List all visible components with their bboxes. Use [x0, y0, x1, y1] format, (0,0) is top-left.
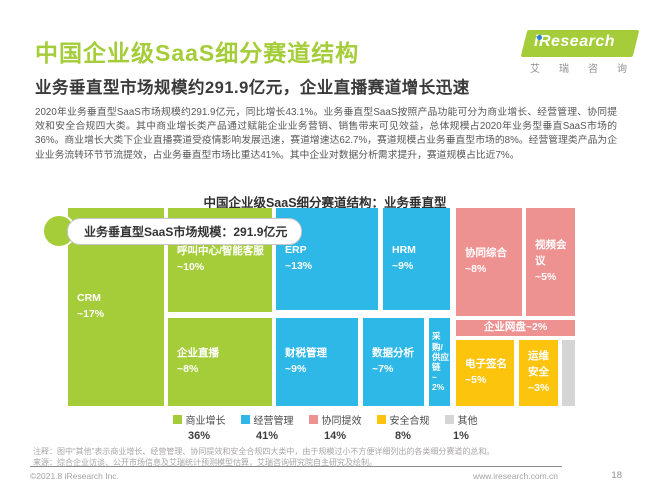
treemap-block-tax: 财税管理 ~9%	[276, 318, 358, 406]
footer-divider	[30, 466, 562, 467]
treemap-block-live: 企业直播 ~8%	[168, 318, 272, 406]
legend-label: 其他	[457, 416, 478, 427]
legend-label: 安全合规	[389, 416, 430, 427]
treemap-block-esign: 电子签名 ~5%	[456, 340, 514, 406]
treemap-block-netdisk: 企业网盘~2%	[456, 320, 575, 336]
iresearch-logo-text: iResearch	[534, 33, 615, 50]
legend-label: 商业增长	[185, 416, 226, 427]
legend-swatch-icon	[308, 415, 318, 424]
page-title: 中国企业级SaaS细分赛道结构	[35, 40, 360, 66]
chart-title: 中国企业级SaaS细分赛道结构：业务垂直型	[203, 196, 447, 210]
treemap-chart: 业务垂直型SaaS市场规模：291.9亿元 CRM ~17% 呼叫中心/智能客服 ~1…	[42, 208, 578, 406]
legend-item: 其他 1%	[444, 412, 478, 442]
treemap-block-procurement: 采购/供应链 ~2%	[429, 318, 450, 406]
legend-percentage: 1%	[453, 430, 469, 442]
market-size-badge: 业务垂直型SaaS市场规模：291.9亿元	[42, 214, 303, 248]
footnotes: 注释：图中“其他”表示商业增长、经营管理、协同提效和安全合规四大类中，由于规模过…	[33, 447, 633, 469]
footnote-source: 来源：综合企业访谈、公开市场信息及艾瑞统计预测模型估算，艾瑞咨询研究院自主研究及…	[33, 457, 377, 467]
logo-i-dot-icon	[537, 34, 542, 40]
treemap-block-other	[562, 340, 575, 406]
footer-page-number: 18	[611, 470, 622, 481]
legend-item: 经营管理 41%	[240, 412, 294, 442]
treemap-block-video: 视频会议 ~5%	[526, 208, 575, 316]
legend-item: 协同提效 14%	[308, 412, 362, 442]
footnote-remark: 注释：图中“其他”表示商业增长、经营管理、协同提效和安全合规四大类中，由于规模过…	[33, 447, 495, 456]
legend-percentage: 8%	[395, 430, 411, 442]
legend-swatch-icon	[240, 415, 250, 424]
treemap-block-hrm: HRM ~9%	[383, 208, 450, 310]
treemap-block-collab: 协同综合 ~8%	[456, 208, 522, 316]
footer-website: www.iresearch.com.cn	[472, 471, 558, 481]
summary-paragraph: 2020年业务垂直型SaaS市场规模约291.9亿元，同比增长43.1%。业务垂…	[35, 107, 617, 161]
legend-swatch-icon	[172, 415, 182, 424]
legend-item: 商业增长 36%	[172, 412, 226, 442]
legend-swatch-icon	[444, 415, 454, 424]
legend-label: 经营管理	[253, 416, 294, 427]
legend-item: 安全合规 8%	[376, 412, 430, 442]
legend-swatch-icon	[376, 415, 386, 424]
iresearch-logo-chinese: 艾瑞咨询	[530, 64, 646, 75]
treemap-block-analytics: 数据分析 ~7%	[363, 318, 424, 406]
legend-label: 协同提效	[321, 416, 362, 427]
page-subtitle: 业务垂直型市场规模约291.9亿元，企业直播赛道增长迅速	[35, 79, 470, 97]
legend-percentage: 36%	[187, 430, 211, 442]
legend-percentage: 41%	[255, 430, 279, 442]
chart-legend: 商业增长 36% 经营管理 41% 协同提效 14% 安全合规 8% 其他 1%	[0, 412, 650, 442]
treemap-block-opsec: 运维安全 ~3%	[519, 340, 558, 406]
market-size-label: 业务垂直型SaaS市场规模：291.9亿元	[67, 217, 303, 245]
legend-percentage: 14%	[323, 430, 347, 442]
footer-copyright: ©2021.8 iResearch Inc.	[30, 471, 119, 481]
